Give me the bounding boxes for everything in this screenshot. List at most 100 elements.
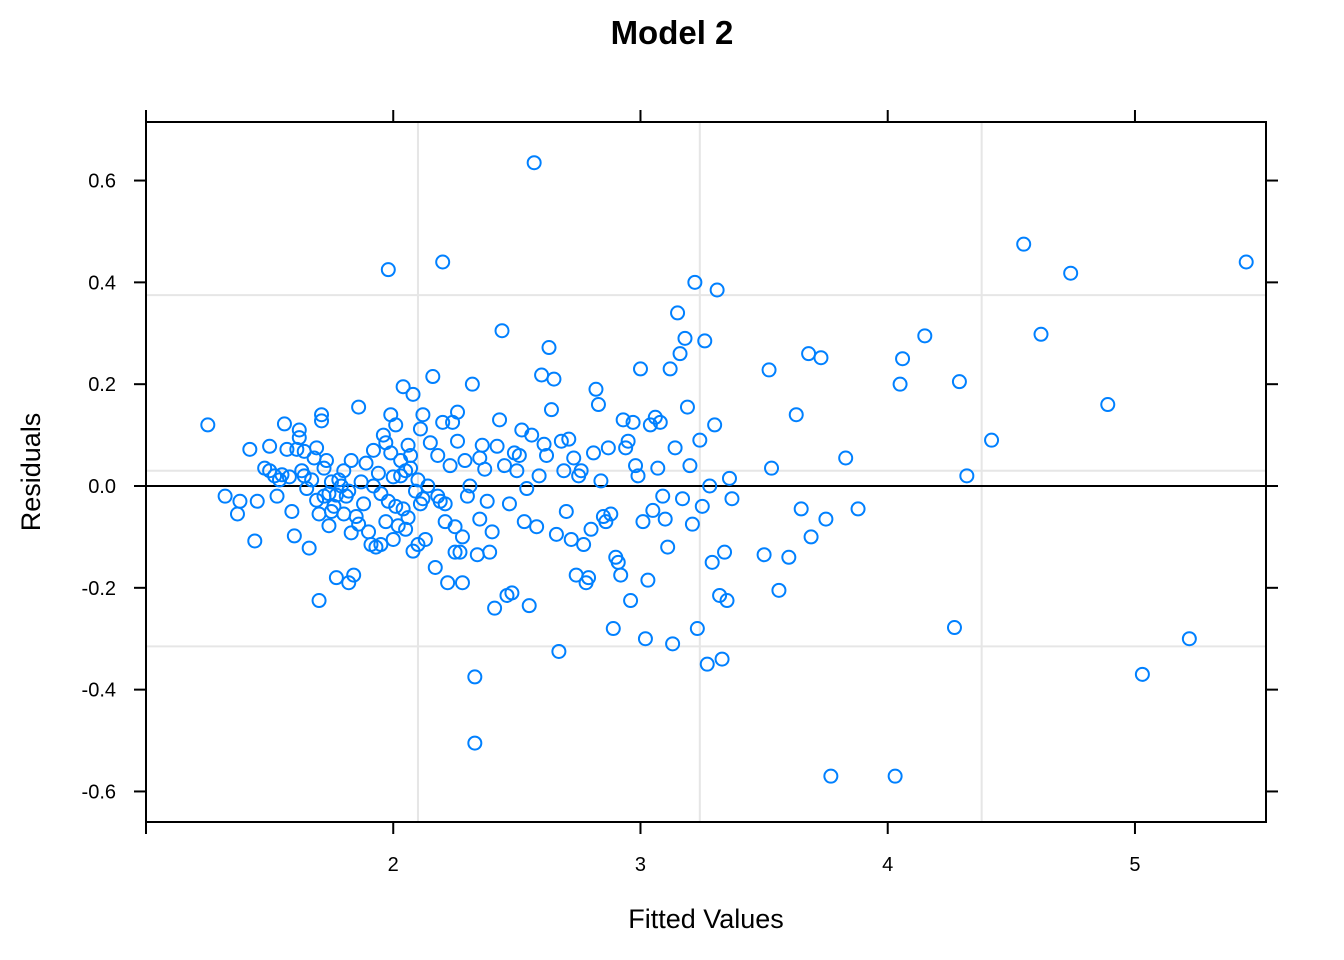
data-point <box>501 496 517 512</box>
data-point <box>472 511 488 527</box>
data-point <box>361 524 377 540</box>
data-point <box>714 651 730 667</box>
data-point <box>677 330 693 346</box>
data-point <box>529 519 545 535</box>
data-point <box>291 422 307 438</box>
data-point <box>415 491 431 507</box>
data-point <box>667 440 683 456</box>
data-point <box>781 549 797 565</box>
data-point <box>764 460 780 476</box>
data-point <box>385 531 401 547</box>
data-point <box>1063 265 1079 281</box>
data-point <box>709 282 725 298</box>
data-point <box>838 450 854 466</box>
data-point <box>217 488 233 504</box>
data-point <box>358 455 374 471</box>
data-point <box>593 473 609 489</box>
data-point <box>519 481 535 497</box>
data-point <box>1181 631 1197 647</box>
data-point <box>474 437 490 453</box>
data-point <box>318 453 334 469</box>
data-point <box>524 427 540 443</box>
data-point <box>420 478 436 494</box>
data-point <box>630 468 646 484</box>
data-point <box>603 506 619 522</box>
data-point <box>482 544 498 560</box>
data-point <box>670 305 686 321</box>
data-point <box>645 502 661 518</box>
data-point <box>269 488 285 504</box>
data-point <box>895 351 911 367</box>
data-point <box>623 593 639 609</box>
data-point <box>440 575 456 591</box>
data-point <box>687 274 703 290</box>
data-point <box>504 585 520 601</box>
x-tick-label: 5 <box>1129 854 1140 876</box>
y-tick-label: 0.2 <box>88 374 116 396</box>
data-point <box>316 460 332 476</box>
data-point <box>694 498 710 514</box>
data-point <box>400 437 416 453</box>
data-points <box>200 155 1254 784</box>
data-point <box>526 155 542 171</box>
data-point <box>823 768 839 784</box>
data-point <box>427 559 443 575</box>
data-point <box>516 514 532 530</box>
data-point <box>309 492 325 508</box>
data-point <box>573 463 589 479</box>
data-point <box>395 501 411 517</box>
data-point <box>548 526 564 542</box>
data-point <box>450 404 466 420</box>
data-point <box>652 414 668 430</box>
data-point <box>951 374 967 390</box>
data-point <box>650 460 666 476</box>
data-point <box>447 519 463 535</box>
data-point <box>247 533 263 549</box>
data-point <box>553 433 569 449</box>
data-point <box>761 362 777 378</box>
y-tick-label: -0.6 <box>82 781 116 803</box>
data-point <box>598 514 614 530</box>
data-point <box>311 593 327 609</box>
data-point <box>447 544 463 560</box>
data-point <box>1134 666 1150 682</box>
data-point <box>724 491 740 507</box>
data-point <box>672 346 688 362</box>
data-point <box>370 465 386 481</box>
data-point <box>771 582 787 598</box>
data-point <box>365 478 381 494</box>
data-point <box>793 501 809 517</box>
data-point <box>229 506 245 522</box>
data-point <box>454 529 470 545</box>
data-point <box>756 547 772 563</box>
data-point <box>637 631 653 647</box>
data-point <box>442 458 458 474</box>
data-point <box>454 575 470 591</box>
data-point <box>620 433 636 449</box>
y-tick-label: -0.2 <box>82 578 116 600</box>
data-point <box>801 346 817 362</box>
data-point <box>351 399 367 415</box>
data-point <box>395 379 411 395</box>
data-point <box>492 412 508 428</box>
data-point <box>336 463 352 479</box>
data-point <box>534 367 550 383</box>
data-point <box>642 417 658 433</box>
data-point <box>479 493 495 509</box>
data-point <box>393 468 409 484</box>
y-tick-label: 0.0 <box>88 476 116 498</box>
x-tick-label: 4 <box>882 854 893 876</box>
data-point <box>692 432 708 448</box>
axis-ticks <box>134 110 1278 834</box>
data-point <box>462 478 478 494</box>
data-point <box>383 445 399 461</box>
data-point <box>590 397 606 413</box>
data-point <box>712 587 728 603</box>
data-point <box>675 491 691 507</box>
data-point <box>469 547 485 563</box>
data-point <box>417 531 433 547</box>
data-point <box>262 438 278 454</box>
data-point <box>697 333 713 349</box>
data-point <box>459 488 475 504</box>
